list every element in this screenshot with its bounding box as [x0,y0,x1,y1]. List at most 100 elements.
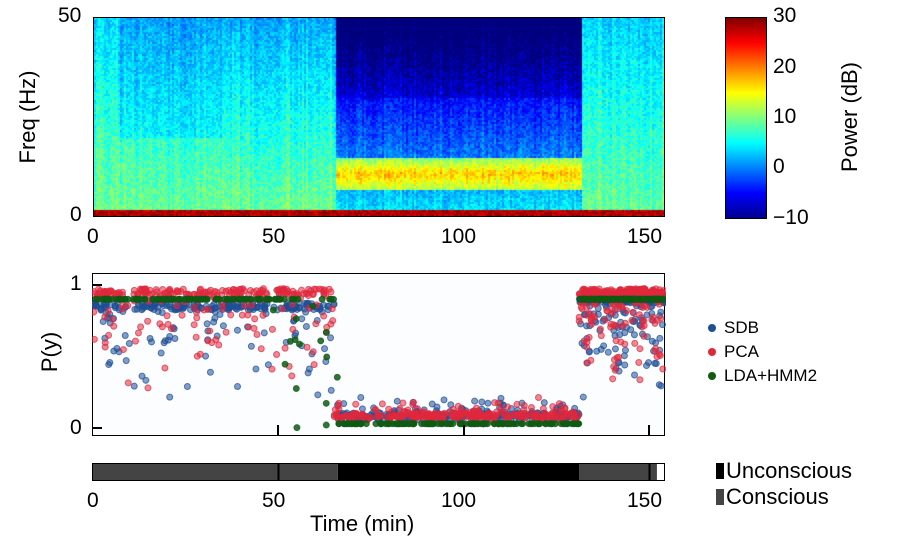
pca-point [349,410,357,418]
pca-point [491,399,499,407]
pca-point [259,311,267,319]
pca-point [409,398,417,406]
spec-xtick-150: 150 [627,225,663,248]
lda-hmm2-point [600,295,608,303]
legend-lda-hmm2: LDA+HMM2 [708,364,817,388]
xtick-50: 50 [262,489,286,512]
sdb-marker-icon [708,324,716,332]
pca-point [280,289,288,297]
pca-point [620,288,628,296]
pca-marker-icon [708,348,716,356]
pca-point [312,285,320,293]
sdb-point [471,397,479,405]
xtick-150: 150 [627,489,663,512]
sdb-point [621,329,629,337]
lda-hmm2-point [292,385,300,393]
sdb-point [357,394,365,402]
pca-point [359,413,367,421]
pca-point [636,345,644,353]
lda-hmm2-point [542,420,550,428]
scatter-ylabel: P(y) [37,331,62,373]
pca-point [211,287,219,295]
pca-point [246,286,254,294]
pca-point [309,348,317,356]
lda-hmm2-point [573,420,581,428]
lda-hmm2-point [266,295,274,303]
pca-point [654,289,662,297]
pca-point [378,400,386,408]
lda-hmm2-point [292,315,300,323]
legend-label: LDA+HMM2 [724,366,818,385]
sdb-point [440,396,448,404]
pca-point [586,310,594,318]
lda-hmm2-point [621,295,629,303]
lda-hmm2-point [322,399,330,407]
pca-point [327,288,335,296]
sdb-point [484,399,492,407]
ytick-0: 0 [70,203,82,226]
sdb-point [620,352,628,360]
sdb-point [327,386,335,394]
xlabel: Time (min) [310,511,415,536]
sdb-point [157,349,165,357]
pca-point [244,323,252,331]
pca-point [288,372,296,380]
lda-hmm2-point [255,295,263,303]
sdb-point [142,376,150,384]
lda-hmm2-point [180,295,188,303]
spec-xtick-50: 50 [262,225,286,248]
sdb-point [146,334,154,342]
lda-hmm2-point [525,420,533,428]
pca-point [521,414,529,422]
sdb-point [97,306,105,314]
lda-hmm2-point [317,337,325,345]
pca-point [163,312,171,320]
sdb-point [652,360,660,368]
sdb-point [219,322,227,330]
pca-point [334,402,342,410]
sdb-point [125,339,133,347]
sdb-point [160,339,168,347]
pca-point [635,359,643,367]
pca-point [420,408,428,416]
pca-point [289,325,297,333]
sdb-point [302,322,310,330]
lda-hmm2-point [223,295,231,303]
pca-point [310,361,318,369]
spec-xtick-100: 100 [441,225,477,248]
xtick-100: 100 [441,489,477,512]
lda-hmm2-point [322,328,330,336]
pca-point [104,307,112,315]
lda-hmm2-point [323,353,331,361]
pca-point [144,384,152,392]
lda-hmm2-point [290,295,298,303]
pca-point [367,413,375,421]
pca-point [259,287,267,295]
legend-conscious: Conscious [716,484,829,510]
pca-point [578,305,586,313]
pca-point [514,410,522,418]
lda-hmm2-point [471,420,479,428]
lda-hmm2-point [490,420,498,428]
pca-point [268,365,276,373]
lda-hmm2-point [153,295,161,303]
sdb-point [579,393,587,401]
sdb-point [252,365,260,373]
lda-hmm2-point [160,295,168,303]
sdb-point [261,304,269,312]
pca-point [309,291,317,299]
colorbar-label: Power (dB) [837,61,862,173]
pca-point [124,379,132,387]
conscious-swatch-icon [716,489,724,505]
pca-point [208,339,216,347]
pca-point [628,316,636,324]
sdb-point [611,345,619,353]
lda-hmm2-point [215,295,223,303]
lda-hmm2-point [655,295,663,303]
lda-hmm2-point [309,302,317,310]
pca-point [167,325,175,333]
lda-hmm2-point [562,420,570,428]
pca-point [92,335,98,343]
lda-hmm2-point [548,420,556,428]
lda-hmm2-point [243,295,251,303]
